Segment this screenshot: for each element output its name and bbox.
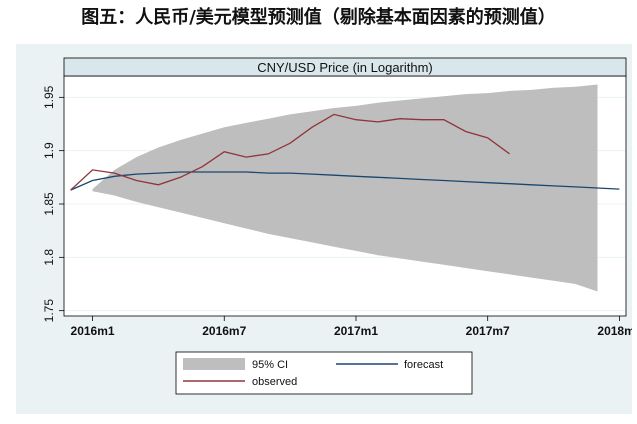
forecast-line [70, 171, 620, 191]
x-tick-label: 2016m1 [71, 324, 115, 338]
ci-layer [92, 84, 598, 292]
legend-label-ci: 95% CI [252, 359, 288, 371]
x-tick-label: 2018m1 [597, 324, 632, 338]
y-tick-label: 1.95 [42, 85, 56, 109]
figure-title: 图五：人民币/美元模型预测值（剔除基本面因素的预测值） [81, 7, 556, 28]
x-tick-label: 2017m1 [334, 324, 378, 338]
chart-container: CNY/USD Price (in Logarithm) 1.75 1.8 1.85… [16, 44, 632, 414]
x-axis: 2016m1 2016m7 2017m1 2017m7 2018m1 [71, 316, 632, 338]
chart-title: CNY/USD Price (in Logarithm) [257, 60, 433, 75]
y-tick-label: 1.9 [42, 142, 56, 159]
legend-label-forecast: forecast [404, 359, 443, 371]
y-tick-label: 1.85 [42, 192, 56, 216]
legend: 95% CI forecast observed [175, 351, 473, 395]
x-tick-label: 2017m7 [466, 324, 510, 338]
ci-band [92, 84, 598, 292]
y-tick-label: 1.75 [42, 299, 56, 323]
observed-line [70, 113, 510, 191]
chart-svg: CNY/USD Price (in Logarithm) 1.75 1.8 1.85… [16, 44, 632, 414]
y-axis: 1.75 1.8 1.85 1.9 1.95 [42, 85, 64, 322]
line-layer [70, 113, 620, 191]
y-tick-label: 1.8 [42, 249, 56, 266]
legend-label-observed: observed [252, 376, 297, 388]
legend-swatch-ci [183, 358, 245, 370]
x-tick-label: 2016m7 [202, 324, 246, 338]
title-band [63, 57, 627, 77]
